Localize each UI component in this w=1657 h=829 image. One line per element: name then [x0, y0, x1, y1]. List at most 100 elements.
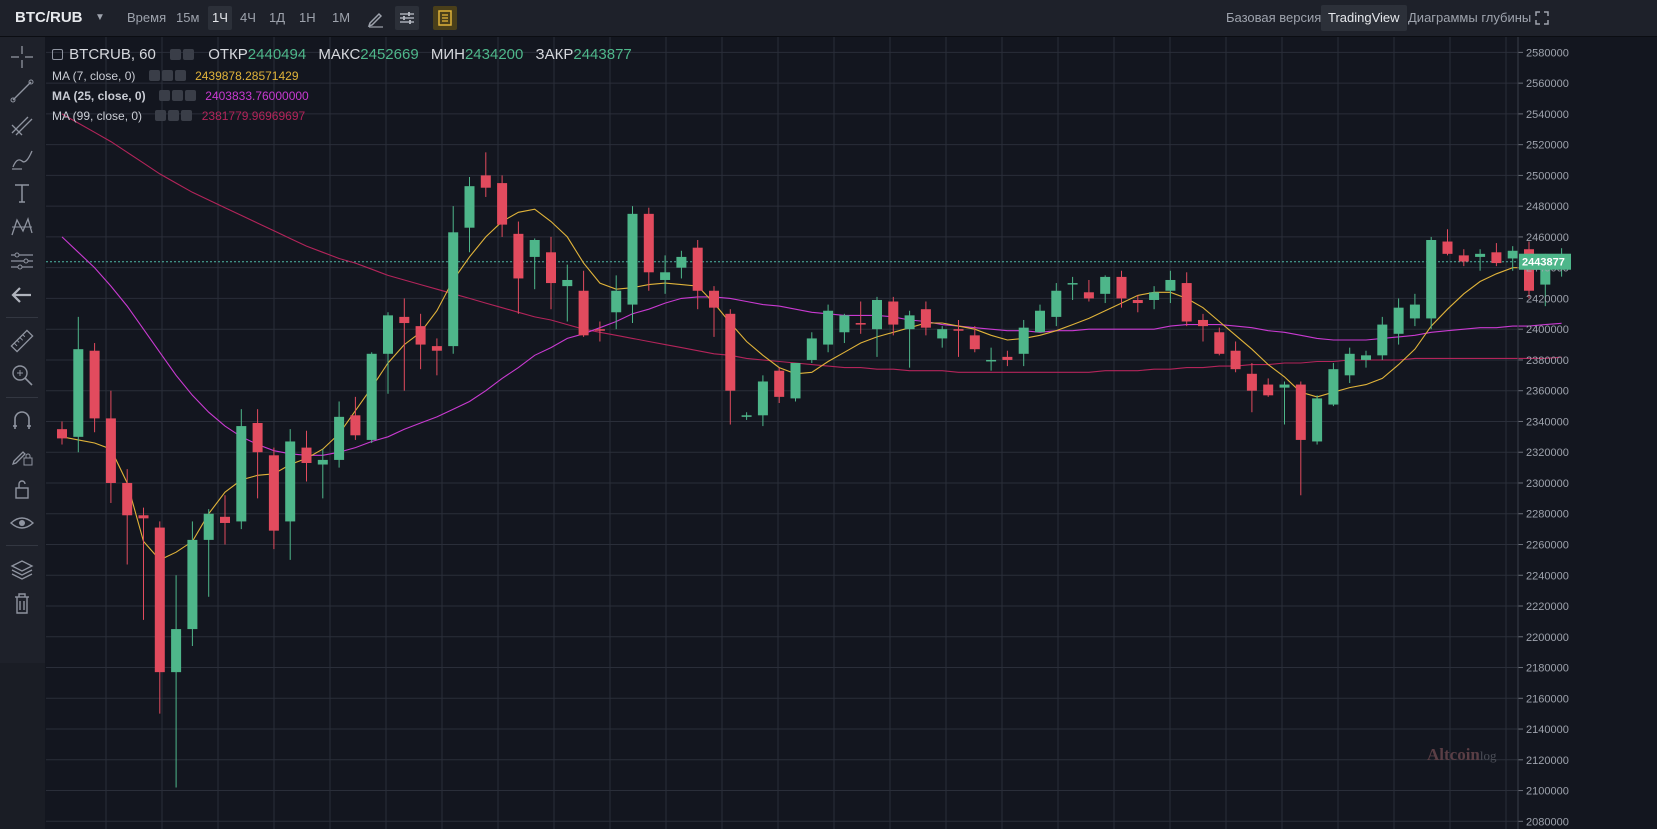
candle-up	[676, 256, 687, 268]
price-tick-label: 2340000	[1526, 416, 1569, 428]
price-tick-label: 2240000	[1526, 570, 1569, 582]
timeframe-15m[interactable]: 15м	[176, 10, 200, 25]
unlock-icon[interactable]	[8, 475, 36, 503]
candle-up	[1279, 384, 1290, 388]
candle-down	[920, 309, 931, 328]
candle-down	[220, 516, 230, 523]
candle-down	[855, 323, 866, 325]
eye-icon[interactable]	[8, 509, 36, 537]
pencil-icon[interactable]	[364, 6, 388, 30]
text-tool-icon[interactable]	[8, 179, 36, 207]
gear-icon[interactable]	[171, 90, 183, 101]
crosshair-icon[interactable]	[8, 43, 36, 71]
depth-chart-button[interactable]: Диаграммы глубины	[1408, 10, 1532, 25]
price-tick-label: 2160000	[1526, 693, 1569, 705]
candle-down	[1214, 332, 1225, 354]
ohlc-low-value: 2434200	[464, 46, 524, 63]
gear-icon[interactable]	[161, 70, 173, 81]
timeframe-4h[interactable]: 4Ч	[240, 10, 256, 25]
zoom-in-icon[interactable]	[8, 361, 36, 389]
candle-up	[334, 416, 345, 460]
timeframe-1mo[interactable]: 1М	[332, 10, 351, 25]
price-tick-label: 2460000	[1526, 232, 1569, 244]
ohlc-open-label: ОТКР	[208, 46, 248, 63]
timeframe-1w[interactable]: 1Н	[299, 10, 316, 25]
tradingview-button[interactable]: TradingView	[1321, 5, 1407, 31]
candle-up	[1067, 283, 1078, 285]
candle-up	[1393, 307, 1404, 334]
trend-line-icon[interactable]	[8, 77, 36, 105]
candle-up	[1328, 369, 1339, 405]
arrow-left-icon[interactable]	[8, 281, 36, 309]
candle-down	[643, 213, 654, 273]
ma99-value: 2381779.96969697	[201, 109, 306, 123]
timeframe-1h[interactable]: 1Ч	[208, 6, 232, 30]
candle-up	[1540, 269, 1551, 285]
gear-icon[interactable]	[168, 110, 180, 121]
measure-icon[interactable]	[8, 247, 36, 275]
gear-icon[interactable]	[148, 70, 160, 81]
collapse-icon[interactable]	[52, 49, 63, 60]
toolbar-divider	[6, 545, 38, 546]
candle-down	[1132, 299, 1143, 304]
candle-down	[1198, 319, 1208, 327]
close-icon[interactable]	[184, 90, 196, 101]
gear-icon[interactable]	[155, 110, 167, 121]
candle-up	[627, 213, 638, 305]
chevron-down-icon[interactable]: ▼	[95, 12, 105, 23]
price-tick-label: 2140000	[1526, 724, 1569, 736]
last-price-badge	[1519, 253, 1571, 270]
indicator-list-icon[interactable]	[433, 6, 457, 30]
symbol-selector[interactable]: BTC/RUB	[15, 9, 83, 26]
candle-down	[1246, 373, 1257, 391]
price-tick-label: 2100000	[1526, 786, 1569, 798]
candle-up	[611, 290, 622, 313]
candle-down	[692, 247, 703, 291]
candle-up	[529, 239, 540, 257]
watermark-logo: Altcoinlog	[1427, 745, 1497, 765]
candle-down	[57, 429, 67, 439]
price-tick-label: 2200000	[1526, 632, 1569, 644]
toolbar-footer	[0, 663, 45, 829]
pitchfork-icon[interactable]	[8, 111, 36, 139]
candlestick-chart[interactable]: 2580000 2560000 2540000 2520000 2500000 24800…	[46, 37, 1657, 829]
candle-up	[171, 629, 182, 673]
candle-up	[986, 359, 997, 362]
candle-down	[888, 301, 899, 325]
close-icon[interactable]	[181, 110, 193, 121]
candle-down	[431, 346, 442, 351]
candle-up	[1361, 355, 1371, 360]
candle-up	[1100, 276, 1111, 294]
magnet-icon[interactable]	[8, 407, 36, 435]
candle-down	[154, 527, 165, 673]
legend-title: BTCRUB, 60	[69, 46, 156, 63]
ruler-icon[interactable]	[8, 327, 36, 355]
settings-sliders-icon[interactable]	[395, 6, 419, 30]
gear-icon[interactable]	[158, 90, 170, 101]
close-icon[interactable]	[174, 70, 186, 81]
candle-up	[1475, 253, 1486, 257]
candle-down	[1230, 350, 1241, 370]
toolbar-divider	[6, 317, 38, 318]
candle-up	[203, 513, 214, 540]
trash-icon[interactable]	[8, 589, 36, 617]
timeframe-1d[interactable]: 1Д	[269, 10, 286, 25]
fullscreen-icon[interactable]	[1530, 6, 1554, 30]
candle-down	[1002, 356, 1013, 360]
candles	[57, 152, 1567, 788]
ma99-label: MA (99, close, 0)	[52, 109, 143, 123]
layers-icon[interactable]	[8, 555, 36, 583]
lock-drawings-icon[interactable]	[8, 441, 36, 469]
pattern-icon[interactable]	[8, 213, 36, 241]
basic-version-button[interactable]: Базовая версия	[1226, 10, 1322, 25]
settings-icon[interactable]	[183, 49, 195, 60]
candle-up	[1035, 310, 1045, 333]
settings-icon[interactable]	[170, 49, 182, 60]
candle-up	[1165, 279, 1176, 291]
timeframe-time[interactable]: Время	[127, 10, 167, 25]
candle-down	[301, 447, 312, 463]
candle-up	[1018, 327, 1029, 354]
ohlc-close-label: ЗАКР	[535, 46, 574, 63]
brush-icon[interactable]	[8, 145, 36, 173]
price-tick-label: 2380000	[1526, 355, 1569, 367]
